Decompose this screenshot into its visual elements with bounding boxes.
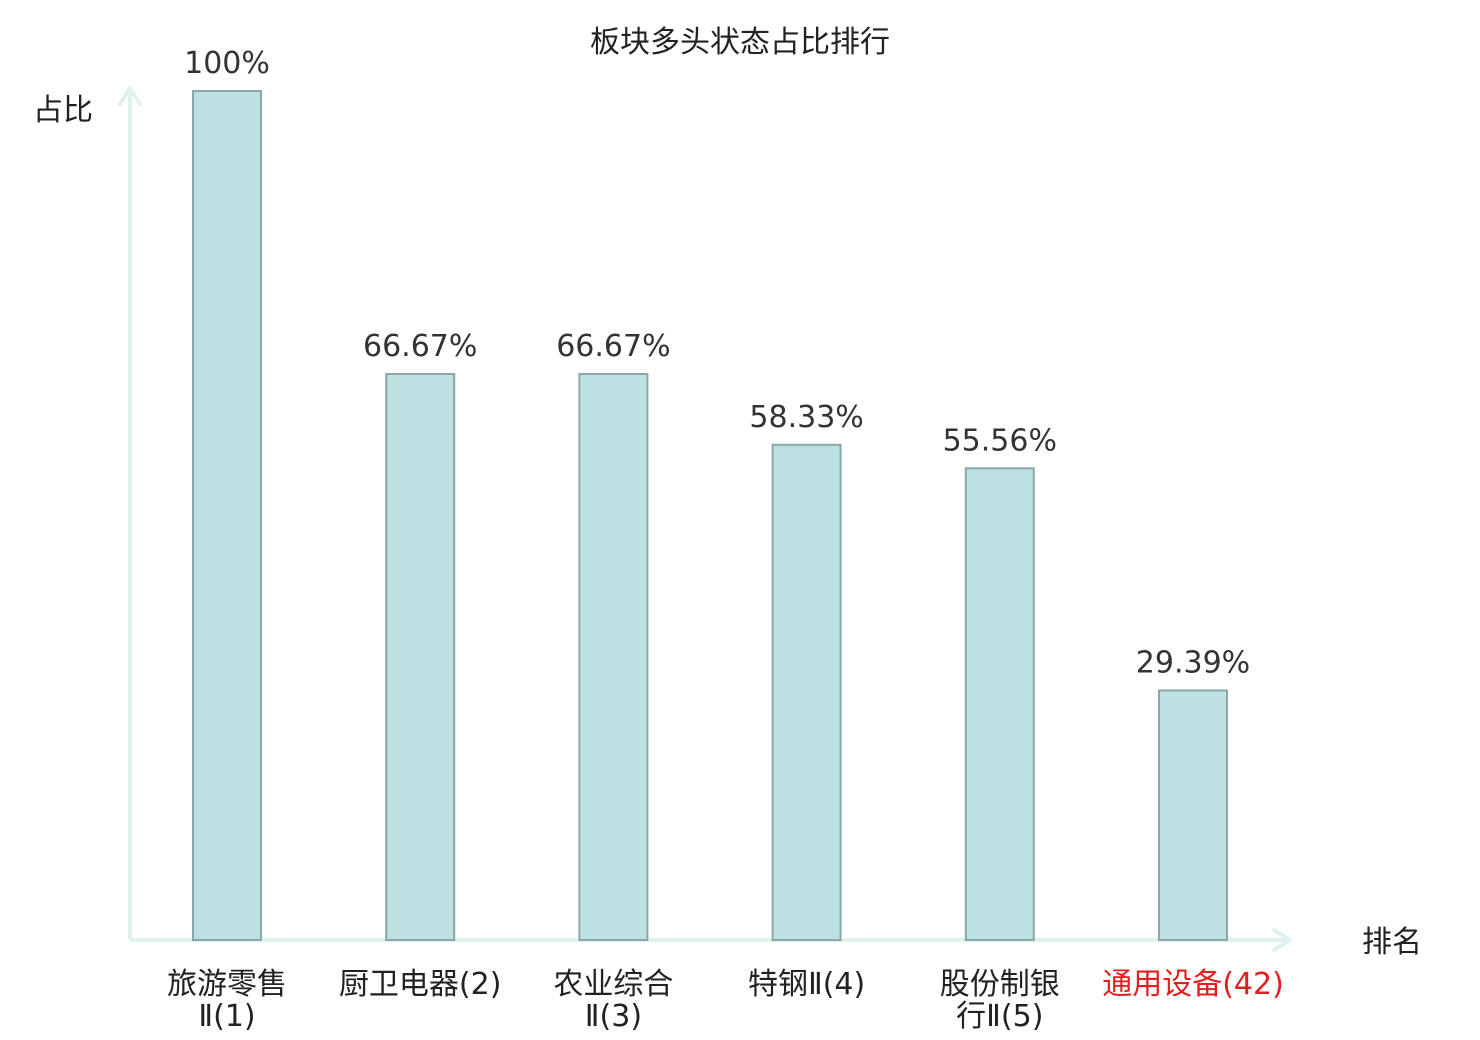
category-label: 厨卫电器(2) [339,967,502,1002]
bar [385,372,456,942]
bar [192,90,262,941]
value-label: 58.33% [749,400,863,435]
axes [118,86,1292,952]
value-label: 66.67% [556,329,670,364]
category-label-line2: 行Ⅱ(5) [956,999,1043,1034]
value-labels-group: 100% 66.67% 66.67% 58.33% 55.56% 29.39% [184,46,1250,680]
y-axis-arrow [118,86,142,106]
category-label: 旅游零售 [167,967,287,1002]
y-axis-label: 占比 [33,93,93,128]
bars-group [192,90,1228,942]
bar [964,467,1035,941]
value-label: 100% [184,46,270,81]
chart-title: 板块多头状态占比排行 [590,25,890,60]
category-label: 股份制银 [940,967,1060,1002]
bar [1158,689,1228,941]
bar [771,443,842,941]
category-label-line2: Ⅱ(1) [198,999,255,1034]
value-label: 55.56% [943,423,1057,458]
category-label: 通用设备(42) [1102,967,1284,1002]
value-label: 29.39% [1136,645,1250,680]
x-axis-arrow [1272,928,1292,952]
category-label: 特钢Ⅱ(4) [748,967,865,1002]
x-axis-label: 排名 [1362,925,1422,960]
category-label-line2: Ⅱ(3) [585,999,642,1034]
bar [578,372,649,942]
value-label: 66.67% [363,329,477,364]
category-label: 农业综合 [553,967,673,1002]
